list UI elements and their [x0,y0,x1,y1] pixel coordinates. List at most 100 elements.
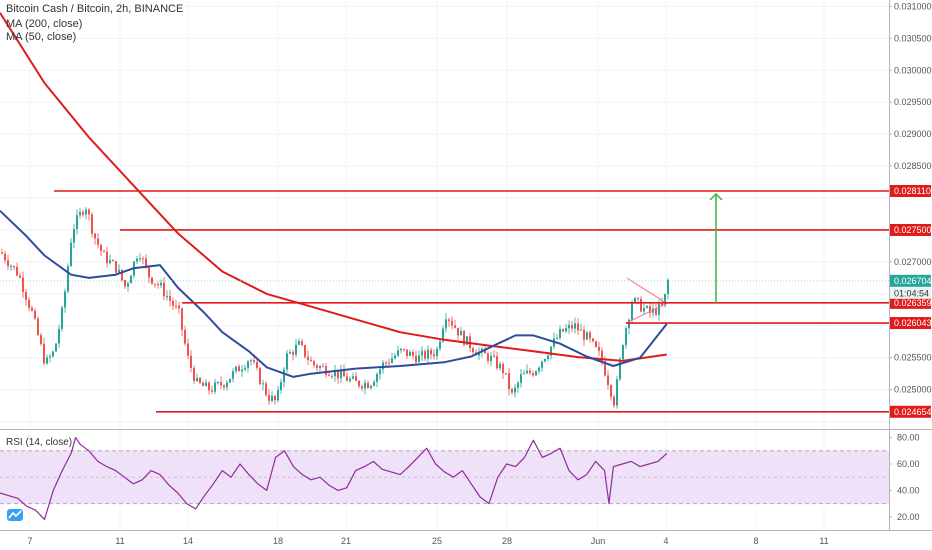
candle-body [448,319,450,321]
candle-body [490,355,492,362]
candle-body [160,282,162,286]
rsi-axis-label: 80.00 [897,433,920,443]
candle-body [157,283,159,286]
candle-body [316,365,318,369]
candle-body [184,329,186,344]
candle-body [193,367,195,382]
price-axis-label: 0.029500 [894,97,932,107]
candle-body [142,258,144,260]
candle-body [22,277,24,292]
candle-body [322,366,324,368]
candle-body [58,328,60,344]
candle-body [241,369,243,372]
price-axis-label: 0.028500 [894,161,932,171]
candle-body [589,332,591,339]
candle-body [220,382,222,386]
candle-body [151,277,153,284]
candle-body [310,359,312,362]
candle-body [205,382,207,387]
candle-body [259,367,261,385]
candle-body [208,382,210,391]
candle-body [91,214,93,234]
candle-body [40,335,42,344]
candle-body [229,378,231,383]
candle-body [595,341,597,347]
candle-body [256,362,258,368]
candle-body [607,375,609,386]
time-axis-label: 7 [27,536,32,546]
candle-body [541,361,543,368]
candle-body [235,366,237,372]
candle-body [382,362,384,370]
candle-body [496,356,498,369]
candle-body [472,348,474,353]
price-axis-label: 0.025500 [894,353,932,363]
level-price-label: 0.028110 [894,186,931,196]
candle-body [394,355,396,359]
time-axis-label: 28 [502,536,512,546]
candle-body [121,269,123,281]
candle-body [112,260,114,262]
candle-body [571,325,573,329]
candle-body [442,328,444,342]
candle-body [574,323,576,329]
candle-body [223,385,225,388]
candle-body [658,303,660,315]
candle-body [340,370,342,379]
candle-body [217,382,219,384]
candle-body [604,361,606,376]
candle-body [163,282,165,297]
candle-body [289,352,291,354]
candle-body [1,252,3,254]
candle-body [661,303,663,306]
candle-body [115,261,117,273]
candle-body [376,374,378,382]
rsi-axis-label: 20.00 [897,512,920,522]
time-axis-label: 21 [341,536,351,546]
candle-body [457,327,459,336]
candle-body [211,390,213,392]
candle-body [415,355,417,363]
price-axis-label: 0.029000 [894,129,932,139]
candle-body [106,251,108,264]
candle-body [349,378,351,381]
candle-body [247,361,249,368]
time-axis-label: 14 [183,536,193,546]
candle-body [421,351,423,356]
target-arrow-head [709,192,723,201]
candle-body [274,395,276,401]
candle-body [271,395,273,401]
candle-body [535,371,537,376]
ma200-line [0,12,667,362]
candle-body [373,381,375,386]
candle-body [250,360,252,362]
candle-body [103,251,105,253]
candle-body [130,275,132,284]
candle-body [508,373,510,390]
candle-body [634,297,636,303]
candle-body [427,349,429,359]
candle-body [523,373,525,375]
candle-body [643,307,645,312]
candle-body [13,265,15,267]
candle-body [190,355,192,368]
candle-body [49,356,51,358]
tradingview-logo-icon [7,509,23,521]
level-price-label: 0.026359 [894,298,932,308]
candle-body [226,382,228,388]
candle-body [268,394,270,401]
time-axis-label: 4 [663,536,668,546]
candle-body [379,369,381,375]
candle-body [538,367,540,372]
candle-body [667,280,669,294]
time-axis-label: Jun [591,536,606,546]
candle-body [367,382,369,389]
candle-body [88,209,90,215]
candles-group [1,207,669,409]
candle-body [352,376,354,379]
candle-body [4,253,6,261]
candle-body [403,348,405,350]
candle-body [364,382,366,389]
current-price-label: 0.026704 [894,276,932,286]
